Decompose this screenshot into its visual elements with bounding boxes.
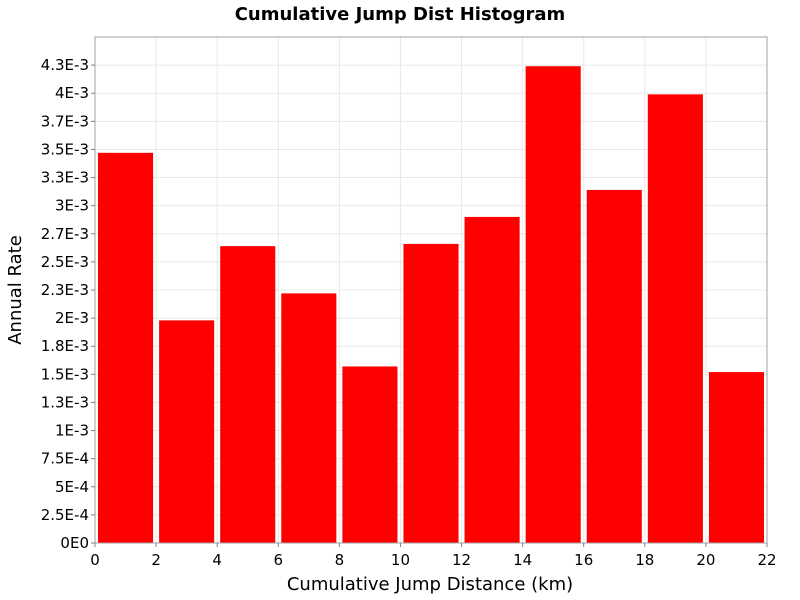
x-tick-label: 4 — [212, 551, 222, 569]
y-tick-label: 4.3E-3 — [41, 56, 89, 74]
y-tick-label: 3.5E-3 — [41, 140, 89, 158]
y-tick-label: 4E-3 — [55, 84, 89, 102]
x-tick-label: 16 — [574, 551, 593, 569]
histogram-bar — [159, 320, 215, 543]
histogram-bar — [708, 372, 764, 543]
histogram-bar — [464, 216, 520, 543]
y-tick-label: 1.8E-3 — [41, 337, 89, 355]
y-tick-label: 1.3E-3 — [41, 393, 89, 411]
histogram-bar — [586, 189, 642, 543]
y-axis-ticks: 0E0 2.5E-4 5E-4 7.5E-4 1E-3 1.3E-3 1.5E-3 1.8E-… — [41, 56, 95, 552]
x-tick-label: 0 — [90, 551, 100, 569]
histogram-bar — [281, 293, 337, 543]
y-axis-label: Annual Rate — [5, 235, 26, 345]
y-tick-label: 2E-3 — [55, 309, 89, 327]
y-tick-label: 3.7E-3 — [41, 112, 89, 130]
histogram-bar — [342, 366, 398, 543]
y-tick-label: 1.5E-3 — [41, 365, 89, 383]
histogram-bar — [98, 152, 154, 543]
x-axis-ticks: 0 2 4 6 8 10 12 14 16 18 20 22 — [90, 543, 777, 569]
x-tick-label: 18 — [635, 551, 654, 569]
x-tick-label: 12 — [452, 551, 471, 569]
x-tick-label: 14 — [513, 551, 532, 569]
y-tick-label: 3E-3 — [55, 197, 89, 215]
x-tick-label: 2 — [151, 551, 161, 569]
y-tick-label: 3.3E-3 — [41, 169, 89, 187]
y-tick-label: 7.5E-4 — [41, 450, 89, 468]
y-tick-label: 2.7E-3 — [41, 225, 89, 243]
y-tick-label: 2.5E-3 — [41, 253, 89, 271]
histogram-bar — [403, 243, 459, 544]
x-axis-label: Cumulative Jump Distance (km) — [287, 574, 573, 595]
y-tick-label: 0E0 — [60, 534, 89, 552]
chart-title: Cumulative Jump Dist Histogram — [235, 4, 566, 25]
x-tick-label: 22 — [757, 551, 776, 569]
y-tick-label: 2.5E-4 — [41, 506, 89, 524]
y-tick-label: 5E-4 — [55, 478, 89, 496]
x-tick-label: 20 — [696, 551, 715, 569]
histogram-bar — [647, 94, 703, 543]
x-tick-label: 8 — [335, 551, 345, 569]
histogram-bar — [220, 246, 276, 543]
x-tick-label: 6 — [273, 551, 283, 569]
x-tick-label: 10 — [391, 551, 410, 569]
histogram-bar — [525, 66, 581, 543]
bars — [98, 66, 764, 544]
y-tick-label: 2.3E-3 — [41, 281, 89, 299]
y-tick-label: 1E-3 — [55, 422, 89, 440]
